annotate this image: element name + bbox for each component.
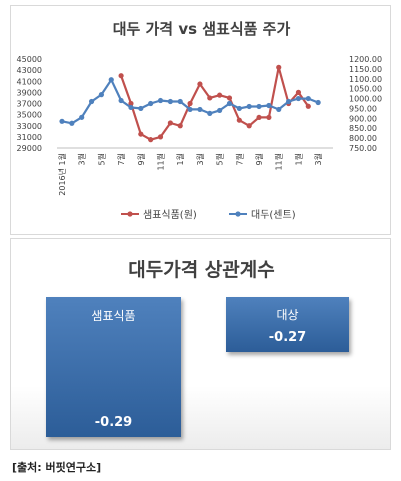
legend-label-0: 샘표식품(원) (143, 209, 197, 221)
correlation-box-daesang: 대상 -0.27 (226, 297, 349, 352)
series-point-0 (138, 131, 144, 137)
y-right-tick-label: 850.00 (349, 124, 377, 133)
series-point-0 (266, 114, 272, 121)
correlation-box-sampyo: 샘표식품 -0.29 (46, 297, 181, 437)
series-point-1 (177, 98, 183, 105)
series-point-1 (88, 98, 95, 105)
chart-title: 대두 가격 vs 샘표식품 주가 (112, 20, 291, 38)
correlation-label-sampyo: 샘표식품 (91, 309, 136, 323)
series-point-0 (128, 100, 134, 107)
series-point-0 (217, 92, 223, 98)
series-point-0 (118, 73, 124, 79)
line-chart: 29000 31000 33000 35000 37000 39000 41000 43000… (17, 55, 383, 221)
series-point-0 (148, 137, 154, 143)
x-tick-label: 3월 (195, 153, 205, 165)
y-left-tick-label: 29000 (17, 144, 42, 153)
series-point-1 (59, 118, 65, 124)
y-right-tick-label: 1100.00 (349, 75, 382, 84)
series-point-1 (276, 106, 282, 113)
series-point-0 (187, 100, 193, 107)
y-left-tick-label: 35000 (17, 111, 42, 120)
series-point-1 (217, 107, 223, 114)
series-point-0 (157, 134, 164, 140)
series-point-0 (167, 120, 173, 126)
series-point-0 (256, 114, 262, 121)
series-point-1 (98, 92, 105, 98)
series-point-0 (246, 123, 252, 129)
series-point-1 (207, 110, 213, 116)
x-tick-label: 3월 (313, 153, 323, 165)
series-point-1 (79, 114, 85, 120)
series-point-1 (285, 98, 292, 105)
series-point-1 (295, 95, 302, 102)
series-point-0 (276, 64, 282, 70)
x-tick-label: 1월 (175, 153, 185, 165)
x-tick-label: 1월 (293, 153, 303, 165)
chart-panel: 대두 가격 vs 샘표식품 주가 29000 31000 33000 35000 370… (10, 5, 391, 235)
series-point-1 (315, 99, 321, 106)
y-left-tick-label: 31000 (17, 133, 42, 142)
y-left-tick-label: 33000 (17, 122, 42, 131)
series-point-0 (226, 95, 233, 101)
legend-marker-0 (127, 211, 133, 217)
series-point-0 (305, 103, 311, 109)
series-point-1 (226, 100, 233, 107)
y-left-tick-label: 45000 (17, 55, 42, 64)
series-point-1 (236, 105, 242, 112)
series-point-1 (167, 98, 173, 105)
series-point-0 (295, 89, 302, 95)
correlation-panel: 대두가격 상관계수 샘표식품 -0.29 대상 -0.27 (10, 238, 391, 450)
series-point-0 (177, 123, 183, 129)
series-point-1 (148, 100, 154, 107)
legend-marker-1 (235, 211, 241, 217)
y-right-tick-label: 750.00 (349, 144, 377, 153)
series-point-1 (305, 95, 311, 102)
legend-label-1: 대두(센트) (251, 209, 296, 221)
x-tick-label: 7월 (116, 153, 126, 165)
x-tick-label: 5월 (96, 153, 106, 165)
x-tick-label: 11월 (156, 153, 166, 171)
series-point-0 (207, 95, 213, 101)
y-left-tick-label: 43000 (17, 66, 42, 75)
correlation-value-sampyo: -0.29 (94, 415, 133, 430)
series-point-1 (197, 106, 203, 113)
x-tick-label: 2016년 1월 (57, 153, 67, 196)
series-point-1 (108, 77, 114, 83)
x-tick-label: 5월 (215, 153, 225, 165)
y-right-tick-label: 1000.00 (349, 95, 382, 104)
series-point-1 (266, 102, 272, 109)
series-point-1 (187, 106, 193, 113)
y-left-tick-label: 37000 (17, 100, 42, 109)
series-point-1 (256, 103, 262, 110)
x-tick-label: 9월 (136, 153, 146, 165)
y-right-tick-label: 800.00 (349, 134, 377, 143)
y-right-tick-label: 1200.00 (349, 55, 382, 64)
series-point-1 (118, 97, 124, 104)
x-tick-label: 9월 (254, 153, 264, 165)
series-point-0 (197, 81, 203, 87)
correlation-title: 대두가격 상관계수 (128, 259, 275, 281)
series-point-1 (128, 104, 134, 111)
series-point-1 (69, 120, 75, 126)
x-tick-label: 11월 (274, 153, 284, 171)
y-left-tick-label: 41000 (17, 77, 42, 86)
y-right-tick-label: 1150.00 (349, 65, 382, 74)
x-tick-label: 7월 (234, 153, 244, 165)
correlation-label-daesang: 대상 (276, 308, 299, 322)
y-right-tick-label: 950.00 (349, 104, 377, 113)
series-point-1 (246, 103, 252, 110)
series-point-1 (157, 97, 164, 104)
series-point-1 (138, 105, 144, 112)
y-right-tick-label: 1050.00 (349, 85, 382, 94)
y-right-tick-label: 900.00 (349, 114, 377, 123)
source-caption: [출처: 버핏연구소] (12, 461, 102, 474)
x-tick-label: 3월 (77, 153, 87, 165)
y-left-tick-label: 39000 (17, 88, 42, 97)
series-point-0 (236, 117, 242, 123)
correlation-value-daesang: -0.27 (268, 330, 307, 345)
